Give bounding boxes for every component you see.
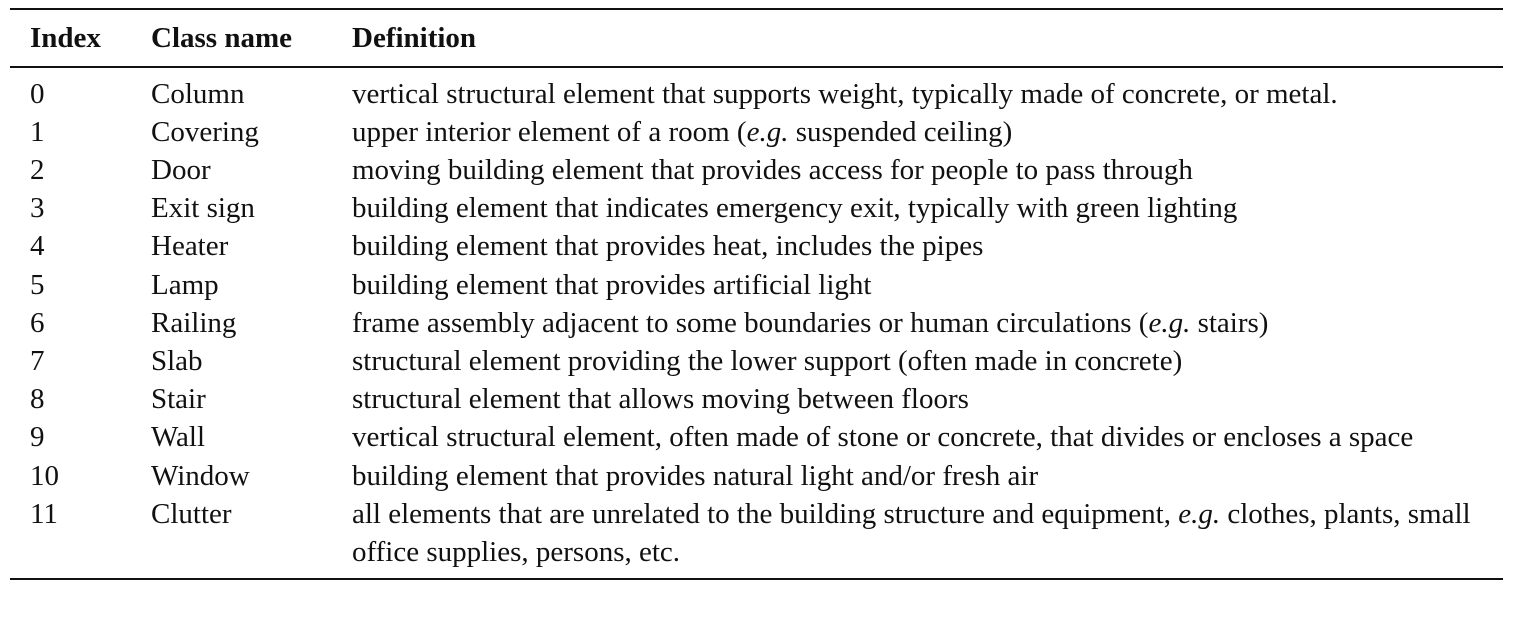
cell-class-name: Heater bbox=[151, 230, 229, 263]
cell-definition: vertical structural element, often made … bbox=[352, 418, 1503, 456]
definition-text: building element that provides artificia… bbox=[352, 268, 872, 301]
cell-class-name: Door bbox=[151, 153, 211, 186]
table-row: 0 Column vertical structural element that … bbox=[10, 75, 1503, 113]
cell-definition: vertical structural element that support… bbox=[352, 75, 1503, 113]
definition-text: frame assembly adjacent to some boundari… bbox=[352, 306, 1149, 339]
table-body: 0 Column vertical structural element that … bbox=[10, 68, 1503, 579]
definition-emphasis: e.g. bbox=[1178, 497, 1221, 530]
definition-text: upper interior element of a room ( bbox=[352, 115, 747, 148]
table-header-row: Index Class name Definition bbox=[10, 10, 1503, 66]
table-row: 10 Window building element that provides n… bbox=[10, 457, 1503, 495]
cell-class-name: Lamp bbox=[151, 268, 219, 301]
cell-class-name: Stair bbox=[151, 383, 206, 416]
cell-definition: building element that provides natural l… bbox=[352, 457, 1503, 495]
cell-definition: all elements that are unrelated to the b… bbox=[352, 495, 1503, 571]
cell-class-name: Column bbox=[151, 77, 245, 110]
cell-definition: frame assembly adjacent to some boundari… bbox=[352, 304, 1503, 342]
cell-definition: moving building element that provides ac… bbox=[352, 151, 1503, 189]
cell-class-name: Slab bbox=[151, 344, 203, 377]
cell-class-name: Clutter bbox=[151, 497, 232, 530]
header-index: Index bbox=[30, 21, 101, 54]
definition-emphasis: e.g. bbox=[746, 115, 789, 148]
definition-text: building element that provides natural l… bbox=[352, 459, 1039, 492]
table-row: 5 Lamp building element that provides arti… bbox=[10, 266, 1503, 304]
definition-text: vertical structural element, often made … bbox=[352, 421, 1414, 454]
cell-class-name: Wall bbox=[151, 421, 206, 454]
cell-index: 0 bbox=[30, 77, 45, 110]
header-class-name: Class name bbox=[151, 21, 292, 54]
cell-index: 9 bbox=[30, 421, 45, 454]
definition-text: building element that indicates emergenc… bbox=[352, 192, 1238, 225]
cell-class-name: Covering bbox=[151, 115, 259, 148]
header-definition: Definition bbox=[352, 21, 477, 54]
definition-text: clothes, plants, small office supplies, … bbox=[352, 497, 1471, 568]
cell-class-name: Railing bbox=[151, 306, 237, 339]
table-bottom-rule bbox=[10, 578, 1503, 581]
table-row: 8 Stair structural element that allows mov… bbox=[10, 380, 1503, 418]
cell-definition: building element that provides heat, inc… bbox=[352, 227, 1503, 265]
cell-index: 3 bbox=[30, 192, 45, 225]
table-row: 2 Door moving building element that provid… bbox=[10, 151, 1503, 189]
table-row: 7 Slab structural element providing the lo… bbox=[10, 342, 1503, 380]
table-row: 4 Heater building element that provides he… bbox=[10, 227, 1503, 265]
cell-index: 11 bbox=[30, 497, 58, 530]
definition-emphasis: e.g. bbox=[1148, 306, 1191, 339]
cell-class-name: Exit sign bbox=[151, 192, 255, 225]
cell-class-name: Window bbox=[151, 459, 250, 492]
cell-index: 7 bbox=[30, 344, 45, 377]
cell-definition: structural element providing the lower s… bbox=[352, 342, 1503, 380]
cell-index: 8 bbox=[30, 383, 45, 416]
cell-index: 2 bbox=[30, 153, 45, 186]
table-row: 11 Clutter all elements that are unrelated… bbox=[10, 495, 1503, 571]
cell-index: 10 bbox=[30, 459, 59, 492]
definition-text: vertical structural element that support… bbox=[352, 77, 1338, 110]
definition-text: all elements that are unrelated to the b… bbox=[352, 497, 1179, 530]
definition-text: building element that provides heat, inc… bbox=[352, 230, 984, 263]
cell-definition: structural element that allows moving be… bbox=[352, 380, 1503, 418]
class-definition-table: Index Class name Definition 0 Column verti… bbox=[10, 8, 1503, 581]
definition-text: suspended ceiling) bbox=[788, 115, 1013, 148]
table-top-rule bbox=[10, 8, 1503, 10]
definition-text: structural element that allows moving be… bbox=[352, 383, 969, 416]
cell-index: 4 bbox=[30, 230, 45, 263]
cell-index: 6 bbox=[30, 306, 45, 339]
definition-text: structural element providing the lower s… bbox=[352, 344, 1183, 377]
table-row: 1 Covering upper interior element of a roo… bbox=[10, 113, 1503, 151]
definition-text: moving building element that provides ac… bbox=[352, 153, 1193, 186]
cell-definition: building element that provides artificia… bbox=[352, 266, 1503, 304]
table-row: 9 Wall vertical structural element, often … bbox=[10, 418, 1503, 456]
cell-index: 5 bbox=[30, 268, 45, 301]
cell-definition: building element that indicates emergenc… bbox=[352, 189, 1503, 227]
definition-text: stairs) bbox=[1190, 306, 1269, 339]
table-row: 3 Exit sign building element that indicate… bbox=[10, 189, 1503, 227]
table-row: 6 Railing frame assembly adjacent to some … bbox=[10, 304, 1503, 342]
cell-index: 1 bbox=[30, 115, 45, 148]
cell-definition: upper interior element of a room (e.g. s… bbox=[352, 113, 1503, 151]
table-header-rule bbox=[10, 66, 1503, 68]
